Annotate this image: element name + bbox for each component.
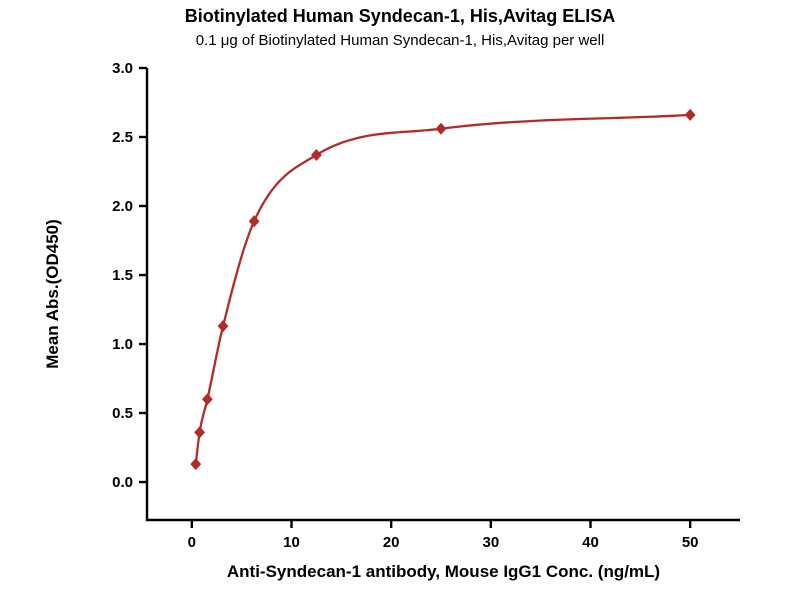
axis-lines (145, 68, 740, 522)
data-point (190, 458, 202, 471)
chart-title: Biotinylated Human Syndecan-1, His,Avita… (184, 6, 616, 26)
y-tick-label: 1.0 (112, 336, 133, 353)
data-point (248, 215, 260, 228)
y-tick-label: 2.0 (112, 198, 133, 215)
data-point (435, 122, 447, 135)
y-tick-label: 0.5 (112, 405, 133, 422)
y-tick-label: 2.5 (112, 129, 133, 146)
x-tick-label: 0 (188, 534, 196, 551)
data-point (194, 426, 206, 439)
data-point (311, 148, 322, 161)
x-axis-label: Anti-Syndecan-1 antibody, Mouse IgG1 Con… (227, 562, 660, 581)
x-tick-label: 40 (582, 534, 599, 551)
data-point (684, 108, 696, 121)
data-point (217, 320, 229, 333)
y-tick-label: 0.0 (112, 474, 133, 491)
x-tick-label: 20 (383, 534, 400, 551)
y-tick-label: 3.0 (112, 60, 133, 77)
y-tick-label: 1.5 (112, 267, 133, 284)
fit-curve (194, 113, 691, 465)
y-axis-label: Mean Abs.(OD450) (43, 219, 62, 369)
x-tick-label: 50 (682, 534, 699, 551)
chart-subtitle: 0.1 μg of Biotinylated Human Syndecan-1,… (195, 32, 605, 49)
x-tick-label: 30 (482, 534, 499, 551)
data-point (201, 393, 213, 406)
x-tick-label: 10 (283, 534, 300, 551)
